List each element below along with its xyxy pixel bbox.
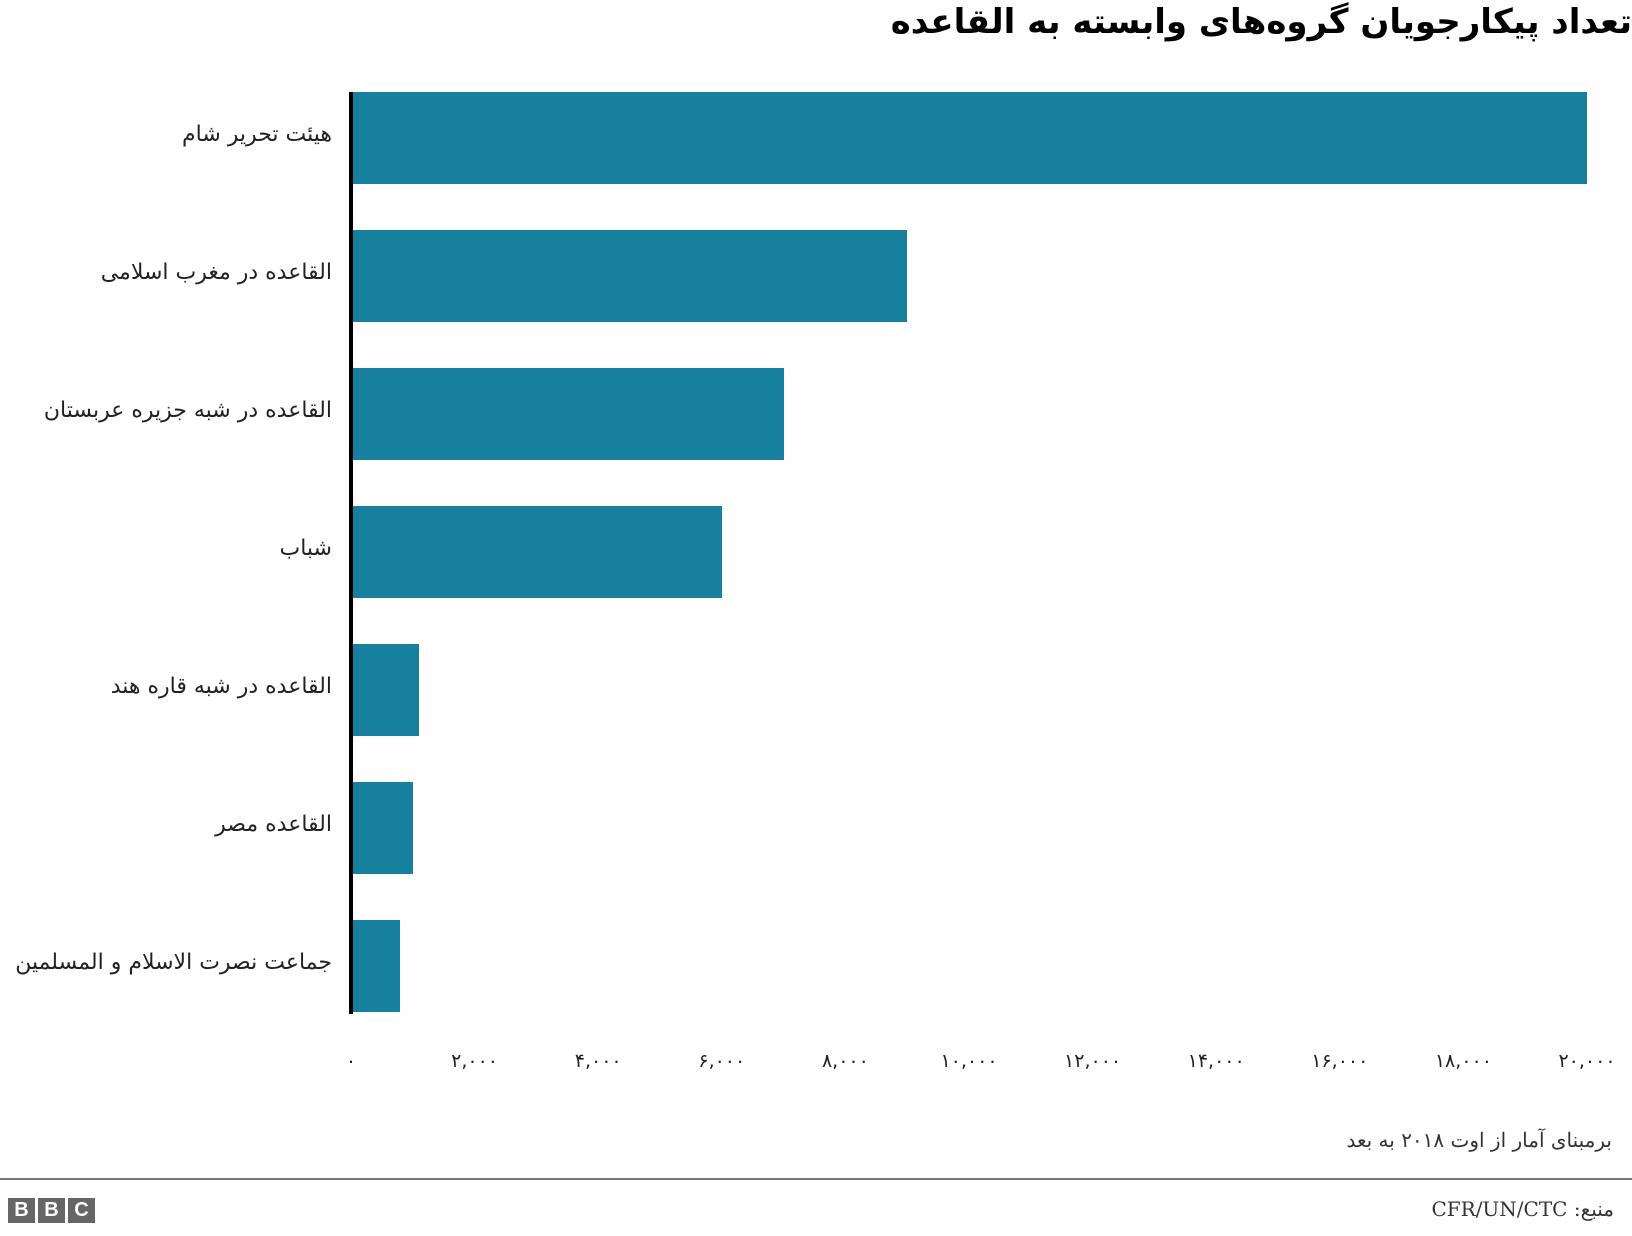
x-tick-label: ۱۰,۰۰۰ bbox=[940, 1050, 998, 1072]
category-label: جماعت نصرت الاسلام و المسلمین bbox=[15, 950, 332, 975]
x-tick-label: ۸,۰۰۰ bbox=[821, 1050, 869, 1072]
bbc-logo-letter: B bbox=[38, 1198, 65, 1223]
x-tick-label: ۶,۰۰۰ bbox=[698, 1050, 746, 1072]
bbc-logo-letter: C bbox=[68, 1198, 95, 1223]
y-axis-line bbox=[349, 92, 353, 1014]
bar bbox=[353, 368, 784, 460]
x-tick-label: ۴,۰۰۰ bbox=[574, 1050, 622, 1072]
bar bbox=[353, 92, 1587, 184]
x-tick-label: ۱۶,۰۰۰ bbox=[1311, 1050, 1369, 1072]
bbc-logo-letter: B bbox=[8, 1198, 35, 1223]
footnote: برمبنای آمار از اوت ۲۰۱۸ به بعد bbox=[1346, 1128, 1612, 1152]
chart-title: تعداد پیکارجویان گروه‌های وابسته به القا… bbox=[890, 2, 1632, 42]
category-label: شباب bbox=[279, 536, 333, 561]
bar bbox=[353, 644, 419, 736]
category-label: القاعده در شبه قاره هند bbox=[110, 674, 332, 699]
bar bbox=[353, 506, 722, 598]
bar bbox=[353, 230, 908, 322]
bbc-logo: B B C bbox=[8, 1198, 95, 1223]
category-label: القاعده در مغرب اسلامی bbox=[100, 260, 332, 285]
category-label: هیئت تحریر شام bbox=[182, 122, 332, 147]
bar bbox=[353, 782, 413, 874]
x-tick-label: ۱۴,۰۰۰ bbox=[1187, 1050, 1245, 1072]
x-tick-label: ۰ bbox=[345, 1050, 357, 1072]
x-tick-label: ۱۲,۰۰۰ bbox=[1064, 1050, 1122, 1072]
category-label: القاعده مصر bbox=[215, 812, 332, 837]
x-tick-label: ۲۰,۰۰۰ bbox=[1558, 1050, 1616, 1072]
x-tick-label: ۱۸,۰۰۰ bbox=[1434, 1050, 1492, 1072]
x-tick-label: ۲,۰۰۰ bbox=[451, 1050, 499, 1072]
source-credit: منبع: CFR/UN/CTC bbox=[1431, 1197, 1614, 1221]
category-label: القاعده در شبه جزیره عربستان bbox=[43, 398, 332, 423]
plot-area: هیئت تحریر شام القاعده در مغرب اسلامی القا… bbox=[15, 92, 1616, 1072]
footer-divider bbox=[0, 1178, 1632, 1180]
bar bbox=[353, 920, 401, 1012]
